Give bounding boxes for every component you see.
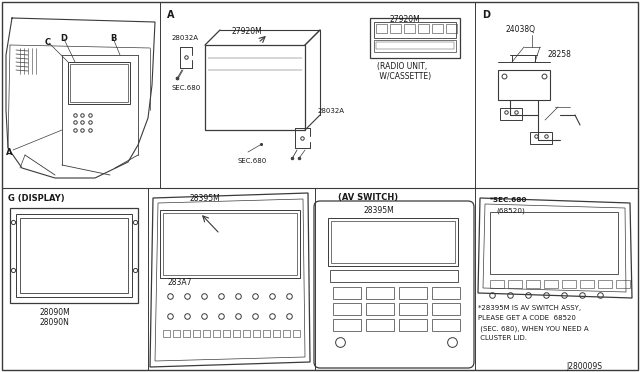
Text: (68520): (68520) <box>496 207 525 214</box>
Bar <box>580 280 594 288</box>
Bar <box>366 287 394 299</box>
Bar <box>376 42 454 49</box>
Bar <box>508 280 522 288</box>
Text: 28032A: 28032A <box>172 35 199 41</box>
Bar <box>333 303 361 315</box>
Bar <box>331 221 455 263</box>
Text: PLEASE GET A CODE  68520: PLEASE GET A CODE 68520 <box>478 315 576 321</box>
Bar <box>500 108 522 120</box>
Bar <box>598 280 612 288</box>
Text: 28395M: 28395M <box>190 194 221 203</box>
Text: (SEC. 680), WHEN YOU NEED A: (SEC. 680), WHEN YOU NEED A <box>478 325 589 331</box>
Bar <box>366 319 394 331</box>
Bar <box>293 330 300 337</box>
Bar <box>16 214 132 297</box>
Bar <box>70 64 128 102</box>
Bar <box>490 280 504 288</box>
Text: 27920M: 27920M <box>232 27 263 36</box>
Bar <box>193 330 200 337</box>
Bar <box>526 280 540 288</box>
Bar <box>374 40 456 52</box>
Bar <box>376 24 387 33</box>
Text: 27920M: 27920M <box>390 15 420 24</box>
Text: D: D <box>60 34 67 43</box>
Bar <box>366 303 394 315</box>
Bar <box>163 213 297 275</box>
Text: G (DISPLAY): G (DISPLAY) <box>8 194 65 203</box>
Text: A: A <box>6 148 13 157</box>
Bar <box>160 210 300 278</box>
Text: (AV SWITCH): (AV SWITCH) <box>338 193 398 202</box>
Bar <box>446 24 457 33</box>
Text: SEC.680: SEC.680 <box>172 85 201 91</box>
Bar <box>243 330 250 337</box>
Bar <box>10 208 138 303</box>
Bar <box>330 270 458 282</box>
Bar <box>390 24 401 33</box>
Bar <box>432 24 443 33</box>
Text: 28258: 28258 <box>548 50 572 59</box>
Bar <box>203 330 210 337</box>
Bar <box>283 330 290 337</box>
Bar <box>205 45 305 130</box>
Text: B: B <box>110 34 116 43</box>
Bar <box>490 212 618 274</box>
Bar <box>273 330 280 337</box>
Text: *28395M IS AV SWITCH ASSY,: *28395M IS AV SWITCH ASSY, <box>478 305 581 311</box>
Text: 28032A: 28032A <box>318 108 345 114</box>
Bar <box>418 24 429 33</box>
Bar <box>498 70 550 100</box>
Bar <box>432 303 460 315</box>
Bar <box>333 319 361 331</box>
Bar <box>399 319 427 331</box>
Bar <box>370 18 460 58</box>
Bar <box>253 330 260 337</box>
Bar <box>263 330 270 337</box>
Text: SEC.680: SEC.680 <box>238 158 268 164</box>
Bar <box>163 330 170 337</box>
Bar <box>173 330 180 337</box>
Text: CLUSTER LID.: CLUSTER LID. <box>478 335 527 341</box>
Bar <box>183 330 190 337</box>
Bar <box>530 132 552 144</box>
Bar <box>233 330 240 337</box>
Bar <box>399 287 427 299</box>
Text: 28090N: 28090N <box>40 318 70 327</box>
Bar <box>68 62 130 104</box>
Bar <box>374 22 456 38</box>
Bar <box>213 330 220 337</box>
Text: C: C <box>45 38 51 47</box>
Bar <box>616 280 630 288</box>
Bar <box>223 330 230 337</box>
Bar <box>544 280 558 288</box>
Bar <box>404 24 415 33</box>
Bar <box>432 319 460 331</box>
Text: 283A7: 283A7 <box>168 278 193 287</box>
Text: 28395M: 28395M <box>364 206 395 215</box>
Text: J280009S: J280009S <box>566 362 602 371</box>
Text: 24038Q: 24038Q <box>505 25 535 34</box>
Text: W/CASSETTE): W/CASSETTE) <box>377 72 431 81</box>
Text: A: A <box>167 10 175 20</box>
Text: *SEC.680: *SEC.680 <box>490 197 527 203</box>
Text: (RADIO UNIT,: (RADIO UNIT, <box>377 62 428 71</box>
Bar <box>399 303 427 315</box>
Bar <box>333 287 361 299</box>
Bar <box>328 218 458 266</box>
Bar <box>562 280 576 288</box>
Text: D: D <box>482 10 490 20</box>
Bar <box>432 287 460 299</box>
Bar <box>20 218 128 293</box>
Text: 28090M: 28090M <box>40 308 71 317</box>
